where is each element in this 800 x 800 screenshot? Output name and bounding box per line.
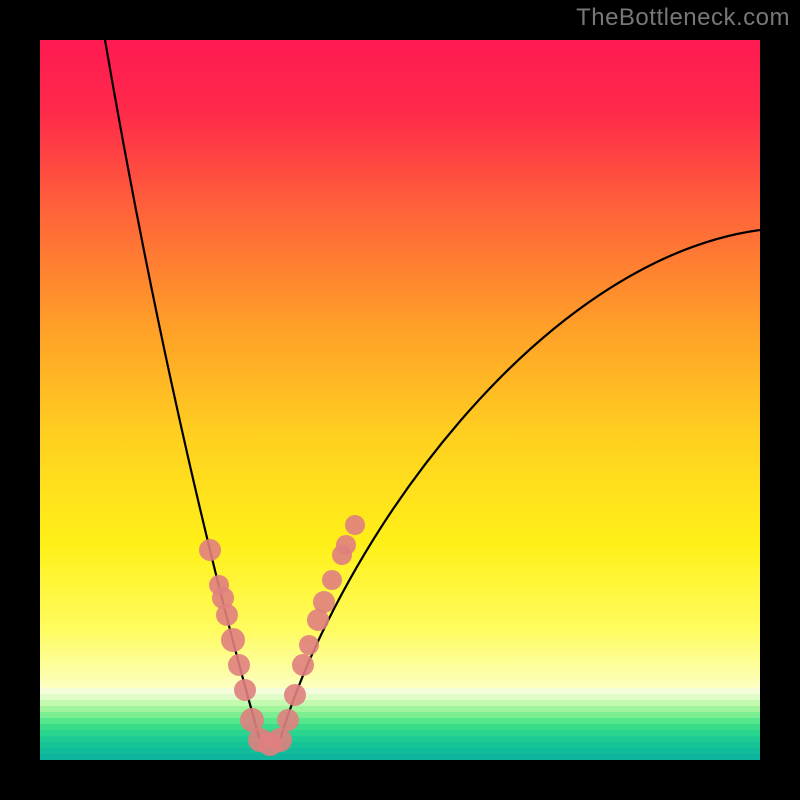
marker-point bbox=[336, 535, 356, 555]
bottom-green-bands bbox=[40, 688, 760, 760]
plot-svg bbox=[40, 40, 760, 760]
marker-point bbox=[345, 515, 365, 535]
chart-frame: TheBottleneck.com bbox=[0, 0, 800, 800]
marker-point bbox=[216, 604, 238, 626]
marker-point bbox=[284, 684, 306, 706]
marker-point bbox=[299, 635, 319, 655]
marker-point bbox=[292, 654, 314, 676]
marker-point bbox=[221, 628, 245, 652]
marker-point bbox=[234, 679, 256, 701]
plot-area bbox=[40, 40, 760, 760]
watermark-text: TheBottleneck.com bbox=[576, 4, 790, 32]
marker-point bbox=[199, 539, 221, 561]
marker-point bbox=[313, 591, 335, 613]
marker-point bbox=[277, 709, 299, 731]
gradient-background bbox=[40, 40, 760, 760]
marker-point bbox=[322, 570, 342, 590]
marker-point bbox=[228, 654, 250, 676]
marker-point bbox=[268, 728, 292, 752]
